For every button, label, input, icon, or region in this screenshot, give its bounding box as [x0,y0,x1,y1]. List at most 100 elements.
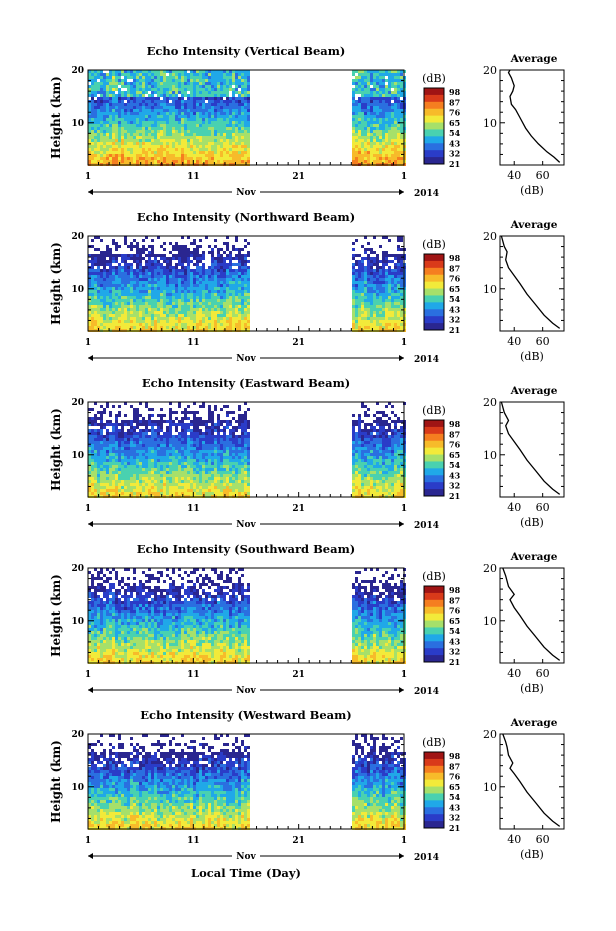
heatmap-cell [148,317,151,320]
heatmap-cell [364,118,367,121]
heatmap-cell [352,82,355,85]
heatmap-cell [358,266,361,269]
heatmap-cell [238,79,241,82]
heatmap-cell [214,266,217,269]
heatmap-cell [397,302,400,305]
heatmap-cell [394,136,397,139]
heatmap-cell [91,100,94,103]
heatmap-cell [175,287,178,290]
heatmap-cell [214,88,217,91]
heatmap-cell [88,136,91,139]
heatmap-cell [181,320,184,323]
heatmap-cell [118,133,121,136]
heatmap-cell [223,251,226,254]
heatmap-cell [112,139,115,142]
heatmap-cell [115,88,118,91]
heatmap-cell [370,118,373,121]
heatmap-cell [187,115,190,118]
heatmap-cell [145,85,148,88]
heatmap-cell [118,453,121,456]
heatmap-cell [232,124,235,127]
heatmap-cell [376,106,379,109]
heatmap-cell [229,308,232,311]
heatmap-cell [232,73,235,76]
heatmap-cell [211,97,214,100]
heatmap-cell [355,127,358,130]
heatmap-cell [208,124,211,127]
heatmap-cell [157,124,160,127]
heatmap-cell [169,118,172,121]
heatmap-cell [190,278,193,281]
heatmap-cell [217,302,220,305]
heatmap-cell [388,109,391,112]
heatmap-cell [244,311,247,314]
heatmap-cell [127,82,130,85]
heatmap-cell [124,97,127,100]
heatmap-cell [127,269,130,272]
heatmap-cell [364,127,367,130]
heatmap-cell [91,130,94,133]
heatmap-cell [106,91,109,94]
heatmap-cell [361,323,364,326]
heatmap-cell [133,88,136,91]
heatmap-cell [169,323,172,326]
heatmap-cell [388,305,391,308]
heatmap-cell [115,272,118,275]
heatmap-cell [142,112,145,115]
heatmap-cell [244,109,247,112]
heatmap-cell [385,115,388,118]
heatmap-cell [148,73,151,76]
heatmap-cell [97,444,100,447]
heatmap-cell [373,160,376,163]
heatmap-cell [202,287,205,290]
heatmap-cell [385,145,388,148]
heatmap-cell [394,305,397,308]
heatmap-cell [148,459,151,462]
heatmap-cell [181,272,184,275]
heatmap-cell [226,245,229,248]
heatmap-cell [394,79,397,82]
heatmap-cell [184,91,187,94]
heatmap-cell [391,275,394,278]
heatmap-cell [163,326,166,329]
heatmap-cell [364,296,367,299]
heatmap-cell [91,420,94,423]
heatmap-cell [382,70,385,73]
heatmap-cell [229,130,232,133]
heatmap-cell [154,257,157,260]
heatmap-cell [160,151,163,154]
heatmap-cell [241,109,244,112]
heatmap-cell [172,130,175,133]
heatmap-cell [148,483,151,486]
heatmap-cell [397,266,400,269]
heatmap-cell [130,492,133,495]
heatmap-cell [163,290,166,293]
heatmap-cell [184,260,187,263]
heatmap-cell [91,88,94,91]
heatmap-cell [367,76,370,79]
heatmap-cell [130,296,133,299]
heatmap-cell [94,91,97,94]
heatmap-cell [388,139,391,142]
heatmap-cell [367,142,370,145]
heatmap-cell [208,85,211,88]
heatmap-cell [115,465,118,468]
heatmap-cell [394,254,397,257]
heatmap-cell [370,121,373,124]
heatmap-cell [109,121,112,124]
heatmap-cell [124,133,127,136]
heatmap-cell [154,133,157,136]
heatmap-cell [127,471,130,474]
heatmap-cell [199,260,202,263]
heatmap-cell [223,70,226,73]
heatmap-cell [220,284,223,287]
heatmap-cell [235,145,238,148]
heatmap-cell [229,278,232,281]
heatmap-cell [184,257,187,260]
heatmap-cell [364,308,367,311]
heatmap-cell [145,468,148,471]
heatmap-cell [238,124,241,127]
heatmap-cell [142,453,145,456]
heatmap-cell [244,305,247,308]
heatmap-cell [247,260,250,263]
